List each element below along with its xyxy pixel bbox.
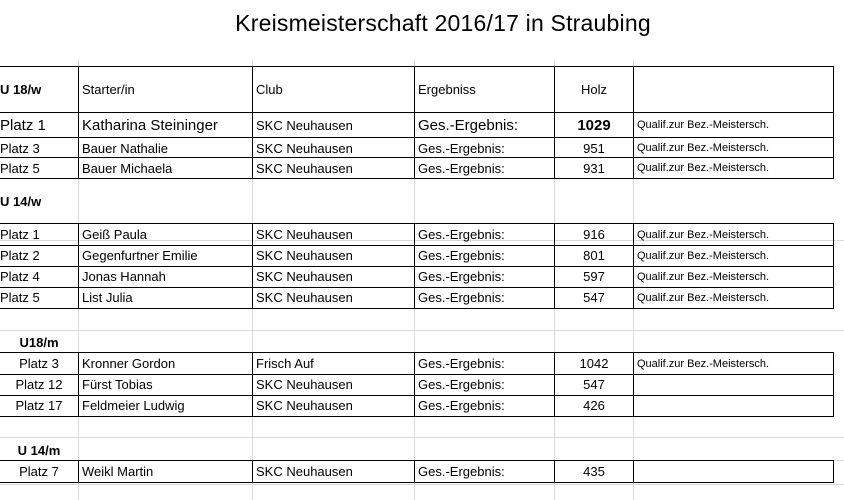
table-row: Platz 12 Fürst Tobias SKC Neuhausen Ges.… bbox=[0, 374, 834, 395]
name-cell: Bauer Michaela bbox=[82, 160, 173, 176]
name-cell: Gegenfurtner Emilie bbox=[82, 248, 198, 263]
table-row: Platz 2 Gegenfurtner Emilie SKC Neuhause… bbox=[0, 245, 834, 266]
holz-cell: 1029 bbox=[577, 116, 611, 134]
note-cell: Qualif.zur Bez.-Meistersch. bbox=[637, 291, 770, 304]
table-row: Platz 7 Weikl Martin SKC Neuhausen Ges.-… bbox=[0, 461, 834, 482]
section-label-row: U18/m bbox=[0, 332, 834, 352]
note-cell: Qualif.zur Bez.-Meistersch. bbox=[637, 162, 770, 174]
note-cell bbox=[634, 374, 834, 395]
section-label-row: U 14/m bbox=[0, 440, 834, 460]
platz-cell: Platz 2 bbox=[0, 248, 40, 263]
club-cell: SKC Neuhausen bbox=[256, 248, 353, 263]
table-row: Platz 4 Jonas Hannah SKC Neuhausen Ges.-… bbox=[0, 266, 834, 287]
note-cell: Qualif.zur Bez.-Meistersch. bbox=[637, 357, 770, 370]
section-label-u14w: U 14/w bbox=[0, 193, 42, 209]
platz-cell: Platz 1 bbox=[0, 227, 40, 242]
table-row: Platz 5 List Julia SKC Neuhausen Ges.-Er… bbox=[0, 287, 834, 308]
club-cell: SKC Neuhausen bbox=[256, 269, 353, 284]
holz-cell: 435 bbox=[583, 464, 605, 479]
club-cell: SKC Neuhausen bbox=[256, 117, 353, 133]
table-header: U 18/w Starter/in Club Ergebniss Holz bbox=[0, 67, 834, 112]
note-cell bbox=[634, 395, 834, 416]
club-cell: SKC Neuhausen bbox=[256, 160, 353, 176]
ergebnis-cell: Ges.-Ergebnis: bbox=[418, 140, 505, 156]
platz-cell: Platz 3 bbox=[19, 356, 59, 371]
platz-cell: Platz 5 bbox=[0, 290, 40, 305]
note-cell bbox=[634, 461, 834, 482]
holz-cell: 801 bbox=[583, 248, 605, 263]
name-cell: Feldmeier Ludwig bbox=[82, 398, 185, 413]
ergebnis-cell: Ges.-Ergebnis: bbox=[418, 227, 505, 242]
holz-cell: 1042 bbox=[579, 356, 609, 371]
ergebnis-cell: Ges.-Ergebnis: bbox=[418, 160, 505, 176]
club-cell: SKC Neuhausen bbox=[256, 140, 353, 156]
ergebnis-cell: Ges.-Ergebnis: bbox=[418, 398, 505, 413]
platz-cell: Platz 5 bbox=[0, 160, 40, 176]
page-title: Kreismeisterschaft 2016/17 in Straubing bbox=[235, 10, 651, 36]
club-cell: SKC Neuhausen bbox=[256, 290, 353, 305]
note-cell: Qualif.zur Bez.-Meistersch. bbox=[637, 228, 770, 241]
name-cell: Jonas Hannah bbox=[82, 269, 166, 284]
name-cell: Bauer Nathalie bbox=[82, 140, 168, 156]
holz-cell: 547 bbox=[583, 377, 605, 392]
holz-cell: 597 bbox=[583, 269, 605, 284]
header-starter: Starter/in bbox=[82, 82, 135, 97]
note-cell: Qualif.zur Bez.-Meistersch. bbox=[637, 142, 770, 154]
name-cell: Katharina Steininger bbox=[82, 116, 218, 134]
name-cell: List Julia bbox=[82, 290, 133, 305]
note-cell: Qualif.zur Bez.-Meistersch. bbox=[637, 119, 770, 131]
platz-cell: Platz 4 bbox=[0, 269, 40, 284]
club-cell: SKC Neuhausen bbox=[256, 227, 353, 242]
platz-cell: Platz 17 bbox=[15, 398, 63, 413]
header-ergebnis: Ergebniss bbox=[418, 82, 476, 97]
table-row: Platz 1 Katharina Steininger SKC Neuhaus… bbox=[0, 113, 834, 137]
table-row: Platz 5 Bauer Michaela SKC Neuhausen Ges… bbox=[0, 158, 834, 178]
holz-cell: 931 bbox=[583, 160, 605, 176]
ergebnis-cell: Ges.-Ergebnis: bbox=[418, 290, 505, 305]
note-cell: Qualif.zur Bez.-Meistersch. bbox=[637, 249, 770, 262]
platz-cell: Platz 3 bbox=[0, 140, 40, 156]
platz-cell: Platz 12 bbox=[15, 377, 63, 392]
club-cell: Frisch Auf bbox=[256, 356, 314, 371]
club-cell: SKC Neuhausen bbox=[256, 377, 353, 392]
name-cell: Fürst Tobias bbox=[82, 377, 153, 392]
note-cell: Qualif.zur Bez.-Meistersch. bbox=[637, 270, 770, 283]
name-cell: Weikl Martin bbox=[82, 464, 154, 479]
header-note bbox=[634, 67, 834, 112]
club-cell: SKC Neuhausen bbox=[256, 464, 353, 479]
table-row: Platz 3 Bauer Nathalie SKC Neuhausen Ges… bbox=[0, 138, 834, 158]
platz-cell: Platz 7 bbox=[19, 464, 59, 479]
ergebnis-cell: Ges.-Ergebnis: bbox=[418, 464, 505, 479]
name-cell: Kronner Gordon bbox=[82, 356, 176, 371]
ergebnis-cell: Ges.-Ergebnis: bbox=[418, 377, 505, 392]
section-label-u14m: U 14/m bbox=[17, 442, 61, 458]
holz-cell: 426 bbox=[583, 398, 605, 413]
section-label-u18m: U18/m bbox=[19, 334, 59, 350]
ergebnis-cell: Ges.-Ergebnis: bbox=[418, 248, 505, 263]
header-group: U 18/w bbox=[0, 82, 42, 97]
holz-cell: 951 bbox=[583, 140, 605, 156]
header-club: Club bbox=[256, 82, 283, 97]
ergebnis-cell: Ges.-Ergebnis: bbox=[418, 269, 505, 284]
table-row: Platz 17 Feldmeier Ludwig SKC Neuhausen … bbox=[0, 395, 834, 416]
ergebnis-cell: Ges.-Ergebnis: bbox=[418, 116, 519, 134]
header-holz: Holz bbox=[580, 82, 607, 97]
holz-cell: 916 bbox=[583, 227, 605, 242]
table-row: Platz 1 Geiß Paula SKC Neuhausen Ges.-Er… bbox=[0, 224, 834, 245]
platz-cell: Platz 1 bbox=[0, 116, 46, 134]
club-cell: SKC Neuhausen bbox=[256, 398, 353, 413]
ergebnis-cell: Ges.-Ergebnis: bbox=[418, 356, 505, 371]
table-row: Platz 3 Kronner Gordon Frisch Auf Ges.-E… bbox=[0, 353, 834, 374]
section-label-row: U 14/w bbox=[0, 190, 834, 212]
name-cell: Geiß Paula bbox=[82, 227, 148, 242]
holz-cell: 547 bbox=[583, 290, 605, 305]
